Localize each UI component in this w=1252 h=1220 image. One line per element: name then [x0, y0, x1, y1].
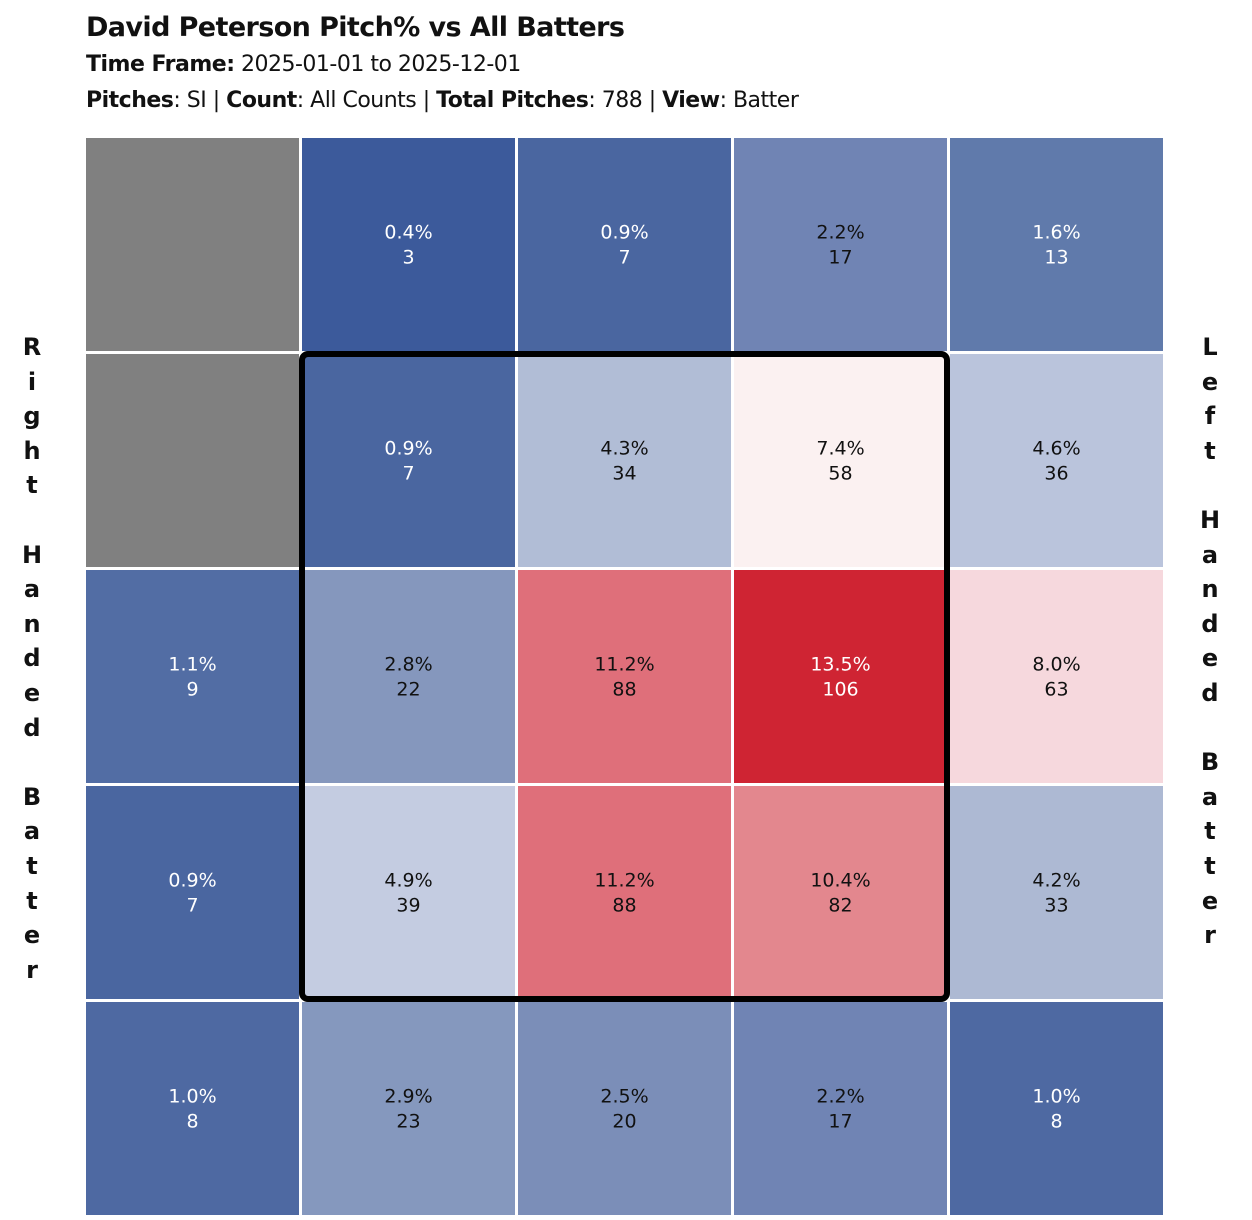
strike-zone-outline: [299, 351, 950, 1002]
cell-percent-label: 1.0%: [1032, 1086, 1080, 1108]
heatmap-cell: [950, 354, 1163, 567]
cell-percent-label: 2.2%: [816, 1086, 864, 1108]
cell-count-label: 9: [186, 679, 198, 701]
heatmap-cell: [302, 138, 515, 351]
cell-count-label: 22: [396, 679, 420, 701]
heatmap-cell: [86, 1002, 299, 1215]
empty-cell: [86, 138, 299, 351]
cell-percent-label: 4.2%: [1032, 870, 1080, 892]
cell-percent-label: 11.2%: [594, 870, 654, 892]
cell-count-label: 106: [822, 679, 858, 701]
cell-percent-label: 0.4%: [384, 222, 432, 244]
cell-percent-label: 11.2%: [594, 654, 654, 676]
pitches-label: Pitches: [86, 88, 174, 113]
time-frame-label: Time Frame:: [86, 52, 235, 77]
cell-percent-label: 2.9%: [384, 1086, 432, 1108]
total-pitches-label: Total Pitches: [436, 88, 589, 113]
heatmap-cell: [302, 354, 515, 567]
cell-percent-label: 7.4%: [816, 438, 864, 460]
heatmap-cell: [734, 354, 947, 567]
cell-percent-label: 10.4%: [810, 870, 870, 892]
heatmap-cell: [518, 354, 731, 567]
left-handed-batter-label: L e f t H a n d e d B a t t e r: [1199, 333, 1221, 950]
right-handed-batter-label: R i g h t H a n d e d B a t t e r: [21, 333, 43, 984]
cell-count-label: 7: [402, 463, 414, 485]
heatmap-cell: [950, 1002, 1163, 1215]
cell-percent-label: 1.1%: [168, 654, 216, 676]
cell-count-label: 3: [402, 247, 414, 269]
heatmap-cell: [734, 138, 947, 351]
cell-count-label: 17: [828, 247, 852, 269]
cell-count-label: 23: [396, 1111, 420, 1133]
heatmap-cell: [950, 138, 1163, 351]
heatmap-cell: [518, 570, 731, 783]
cell-percent-label: 0.9%: [384, 438, 432, 460]
cell-count-label: 7: [618, 247, 630, 269]
heatmap-cell: [734, 570, 947, 783]
count-label: Count: [226, 88, 297, 113]
time-frame-line: Time Frame: 2025-01-01 to 2025-12-01: [86, 52, 521, 77]
cell-percent-label: 13.5%: [810, 654, 870, 676]
chart-title: David Peterson Pitch% vs All Batters: [86, 12, 625, 43]
cell-percent-label: 0.9%: [600, 222, 648, 244]
cell-percent-label: 4.3%: [600, 438, 648, 460]
view-value: : Batter: [719, 88, 799, 113]
heatmap-cell: [950, 786, 1163, 999]
cell-count-label: 8: [1050, 1111, 1062, 1133]
cell-percent-label: 0.9%: [168, 870, 216, 892]
view-label: View: [662, 88, 720, 113]
cell-percent-label: 2.8%: [384, 654, 432, 676]
time-frame-value: 2025-01-01 to 2025-12-01: [234, 52, 521, 77]
cell-count-label: 33: [1044, 895, 1068, 917]
heatmap-cell: [302, 1002, 515, 1215]
cell-count-label: 63: [1044, 679, 1068, 701]
heatmap-cell: [734, 786, 947, 999]
empty-cell: [86, 354, 299, 567]
cell-percent-label: 4.6%: [1032, 438, 1080, 460]
heatmap-cell: [734, 1002, 947, 1215]
cell-count-label: 88: [612, 679, 636, 701]
heatmap-cell: [86, 570, 299, 783]
filter-summary-line: Pitches: SI | Count: All Counts | Total …: [86, 88, 799, 113]
heatmap-cell: [518, 1002, 731, 1215]
cell-percent-label: 2.5%: [600, 1086, 648, 1108]
cell-percent-label: 1.0%: [168, 1086, 216, 1108]
cell-percent-label: 4.9%: [384, 870, 432, 892]
heatmap-cell: [518, 138, 731, 351]
cell-percent-label: 1.6%: [1032, 222, 1080, 244]
heatmap-cell: [518, 786, 731, 999]
cell-count-label: 17: [828, 1111, 852, 1133]
heatmap-cell: [302, 786, 515, 999]
cell-count-label: 36: [1044, 463, 1068, 485]
pitches-value: : SI |: [173, 88, 227, 113]
cell-count-label: 8: [186, 1111, 198, 1133]
heatmap-cell: [302, 570, 515, 783]
heatmap-cell: [86, 786, 299, 999]
cell-count-label: 58: [828, 463, 852, 485]
cell-percent-label: 2.2%: [816, 222, 864, 244]
cell-count-label: 34: [612, 463, 636, 485]
cell-count-label: 20: [612, 1111, 636, 1133]
cell-count-label: 39: [396, 895, 420, 917]
total-pitches-value: : 788 |: [588, 88, 663, 113]
cell-count-label: 7: [186, 895, 198, 917]
cell-count-label: 88: [612, 895, 636, 917]
cell-percent-label: 8.0%: [1032, 654, 1080, 676]
count-value: : All Counts |: [296, 88, 437, 113]
heatmap-cell: [950, 570, 1163, 783]
cell-count-label: 13: [1044, 247, 1068, 269]
cell-count-label: 82: [828, 895, 852, 917]
